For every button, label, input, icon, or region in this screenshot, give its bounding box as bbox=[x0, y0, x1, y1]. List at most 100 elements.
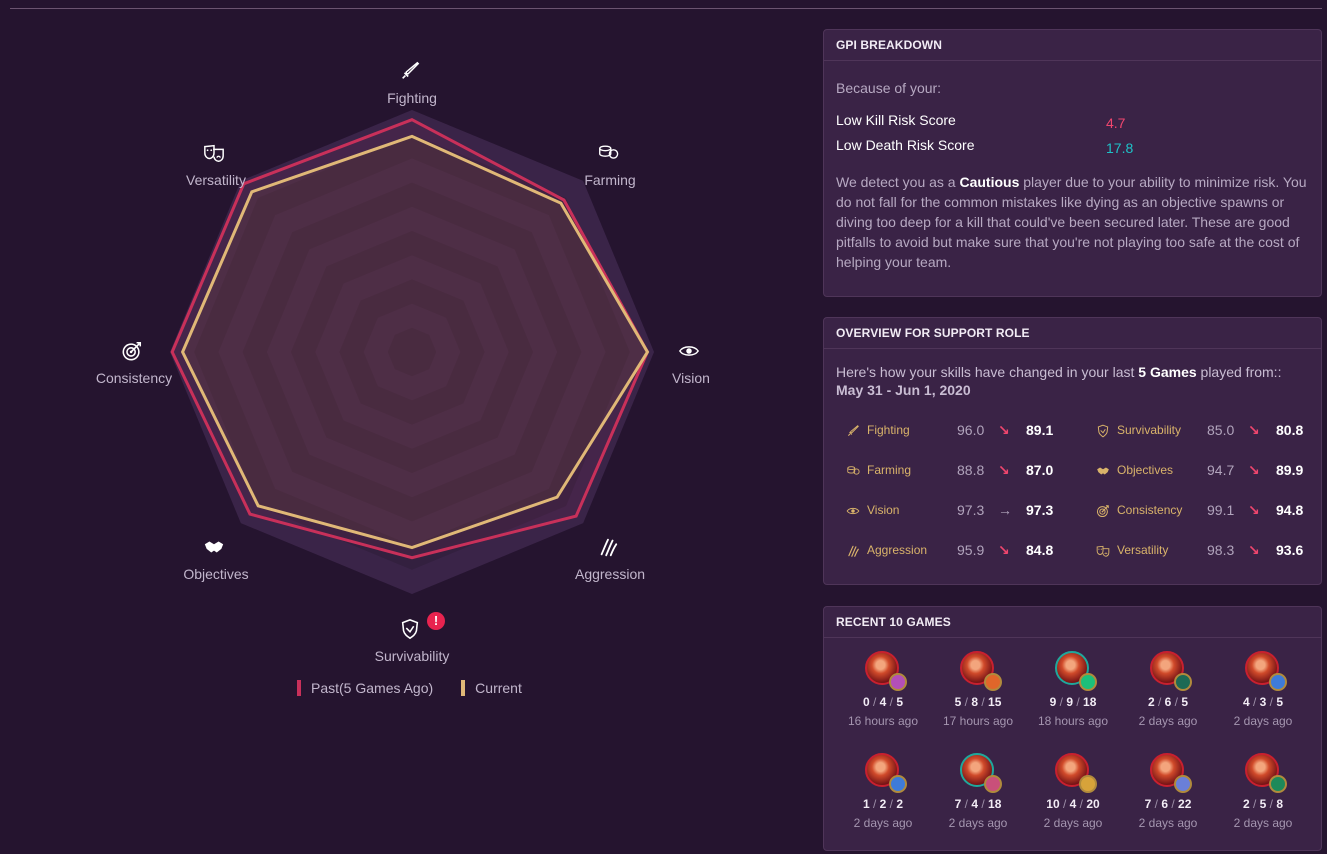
champion-avatar bbox=[1245, 753, 1279, 787]
trend-down-icon: ↘ bbox=[998, 542, 1010, 558]
kda-deaths: 8 bbox=[971, 695, 978, 709]
date-range: May 31 - Jun 1, 2020 bbox=[836, 382, 971, 398]
claw-icon bbox=[597, 536, 623, 558]
overview-panel: OVERVIEW FOR SUPPORT ROLE Here's how you… bbox=[823, 317, 1322, 585]
masks-icon bbox=[1096, 544, 1110, 558]
legend-past[interactable]: Past(5 Games Ago) bbox=[297, 680, 433, 696]
stat-new-value: 89.1 bbox=[1026, 422, 1054, 438]
handshake-icon bbox=[1096, 464, 1110, 478]
kda-deaths: 3 bbox=[1259, 695, 1267, 709]
shield-icon bbox=[1096, 424, 1110, 438]
kda-separator: / bbox=[1266, 695, 1277, 709]
coins-icon bbox=[597, 142, 623, 164]
survivability-warning-badge[interactable]: ! bbox=[427, 612, 445, 630]
stat-new-value: 87.0 bbox=[1026, 462, 1054, 478]
kda-separator: / bbox=[978, 797, 989, 811]
stat-new-value: 84.8 bbox=[1026, 542, 1054, 558]
kda-deaths: 2 bbox=[879, 797, 887, 811]
game-time: 17 hours ago bbox=[942, 714, 1014, 728]
radar-grid-ring bbox=[387, 327, 437, 377]
kda-kills: 5 bbox=[954, 695, 962, 709]
recent-game-card[interactable]: 2 / 6 / 5 2 days ago bbox=[1123, 651, 1213, 728]
radar-series-current[interactable] bbox=[180, 134, 650, 550]
kda-separator: / bbox=[869, 695, 880, 709]
kda-assists: 5 bbox=[896, 695, 904, 709]
game-time: 2 days ago bbox=[853, 816, 913, 830]
keystone-rune-icon bbox=[1269, 673, 1287, 691]
recent-game-card[interactable]: 0 / 4 / 5 16 hours ago bbox=[838, 651, 928, 728]
shield-icon bbox=[399, 618, 425, 640]
champion-portrait[interactable] bbox=[1245, 753, 1287, 793]
recent-game-card[interactable]: 1 / 2 / 2 2 days ago bbox=[838, 753, 928, 830]
champion-portrait[interactable] bbox=[1150, 651, 1192, 691]
champion-portrait[interactable] bbox=[1150, 753, 1192, 793]
game-kda: 7 / 6 / 22 bbox=[1123, 797, 1213, 811]
recent-game-card[interactable]: 4 / 3 / 5 2 days ago bbox=[1218, 651, 1308, 728]
stat-new-value: 89.9 bbox=[1276, 462, 1304, 478]
stat-new-value: 80.8 bbox=[1276, 422, 1304, 438]
kda-separator: / bbox=[886, 695, 897, 709]
trend-down-icon: ↘ bbox=[998, 462, 1010, 478]
stat-vision: Vision 97.3 → 97.3 bbox=[846, 502, 1086, 522]
champion-portrait[interactable] bbox=[960, 651, 1002, 691]
legend-current-label: Current bbox=[475, 680, 522, 696]
champion-portrait[interactable] bbox=[865, 651, 907, 691]
axis-label-objectives: Objectives bbox=[183, 566, 249, 582]
desc-post: player due to your ability to minimize r… bbox=[836, 174, 1307, 270]
axis-label-fighting: Fighting bbox=[387, 90, 437, 106]
champion-portrait[interactable] bbox=[960, 753, 1002, 793]
target-icon bbox=[1096, 504, 1110, 518]
recent-game-card[interactable]: 9 / 9 / 18 18 hours ago bbox=[1028, 651, 1118, 728]
champion-portrait[interactable] bbox=[865, 753, 907, 793]
radar-legend: Past(5 Games Ago) Current bbox=[297, 680, 522, 696]
stat-aggression: Aggression 95.9 ↘ 84.8 bbox=[846, 542, 1086, 562]
recent-game-card[interactable]: 7 / 6 / 22 2 days ago bbox=[1123, 753, 1213, 830]
kda-separator: / bbox=[869, 797, 880, 811]
stat-old-value: 98.3 bbox=[1207, 542, 1235, 558]
game-time: 18 hours ago bbox=[1037, 714, 1109, 728]
keystone-rune-icon bbox=[1174, 673, 1192, 691]
axis-label-aggression: Aggression bbox=[574, 566, 646, 582]
intro-post: played from:: bbox=[1196, 364, 1282, 380]
kda-deaths: 4 bbox=[879, 695, 887, 709]
champion-portrait[interactable] bbox=[1055, 651, 1097, 691]
kda-kills: 7 bbox=[1144, 797, 1152, 811]
gpi-breakdown-panel: GPI BREAKDOWN Because of your: Low Kill … bbox=[823, 29, 1322, 297]
recent-games-panel: RECENT 10 GAMES 0 / 4 / 5 16 hours ago 5 /… bbox=[823, 606, 1322, 851]
legend-current[interactable]: Current bbox=[461, 680, 522, 696]
kda-assists: 5 bbox=[1181, 695, 1189, 709]
stat-name: Consistency bbox=[1117, 503, 1183, 517]
trend-flat-icon: → bbox=[998, 502, 1012, 518]
champion-portrait[interactable] bbox=[1055, 753, 1097, 793]
game-kda: 1 / 2 / 2 bbox=[838, 797, 928, 811]
stat-name: Fighting bbox=[867, 423, 910, 437]
game-time: 16 hours ago bbox=[847, 714, 919, 728]
stat-objectives: Objectives 94.7 ↘ 89.9 bbox=[1096, 462, 1327, 482]
recent-game-card[interactable]: 5 / 8 / 15 17 hours ago bbox=[933, 651, 1023, 728]
axis-label-versatility: Versatility bbox=[186, 172, 246, 188]
kda-separator: / bbox=[1154, 695, 1165, 709]
stat-old-value: 97.3 bbox=[957, 502, 985, 518]
skills-radar-chart bbox=[170, 110, 654, 594]
recent-game-card[interactable]: 7 / 4 / 18 2 days ago bbox=[933, 753, 1023, 830]
because-label: Because of your: bbox=[836, 80, 942, 96]
recent-game-card[interactable]: 2 / 5 / 8 2 days ago bbox=[1218, 753, 1308, 830]
game-kda: 9 / 9 / 18 bbox=[1028, 695, 1118, 709]
coins-icon bbox=[846, 464, 860, 478]
stat-name: Farming bbox=[867, 463, 912, 477]
champion-portrait[interactable] bbox=[1245, 651, 1287, 691]
kda-separator: / bbox=[1056, 695, 1067, 709]
target-icon bbox=[121, 340, 147, 362]
trend-down-icon: ↘ bbox=[1248, 542, 1260, 558]
kda-separator: / bbox=[961, 695, 972, 709]
keystone-rune-icon bbox=[1079, 775, 1097, 793]
kda-separator: / bbox=[1151, 797, 1162, 811]
stat-name: Versatility bbox=[1117, 543, 1169, 557]
sword-icon bbox=[846, 424, 860, 438]
recent-game-card[interactable]: 10 / 4 / 20 2 days ago bbox=[1028, 753, 1118, 830]
keystone-rune-icon bbox=[1269, 775, 1287, 793]
kill-risk-label: Low Kill Risk Score bbox=[836, 112, 956, 128]
radar-series-past[interactable] bbox=[170, 118, 650, 560]
stat-name: Objectives bbox=[1117, 463, 1174, 477]
kda-deaths: 9 bbox=[1066, 695, 1073, 709]
